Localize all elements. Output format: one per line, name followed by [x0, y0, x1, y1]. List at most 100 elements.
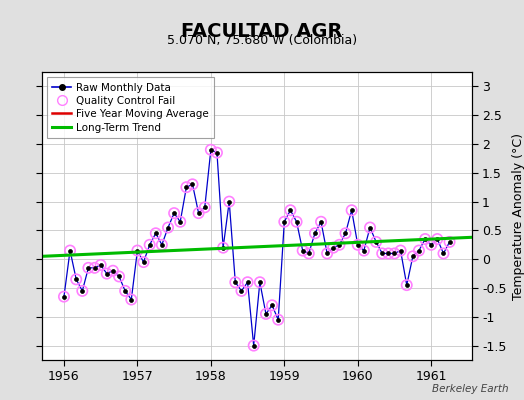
- Point: [335, 242, 344, 248]
- Point: [390, 250, 399, 257]
- Point: [341, 230, 350, 236]
- Point: [182, 184, 191, 190]
- Point: [115, 273, 123, 280]
- Point: [323, 250, 331, 257]
- Point: [213, 150, 221, 156]
- Point: [304, 250, 313, 257]
- Point: [396, 247, 405, 254]
- Point: [164, 224, 172, 231]
- Legend: Raw Monthly Data, Quality Control Fail, Five Year Moving Average, Long-Term Tren: Raw Monthly Data, Quality Control Fail, …: [47, 77, 214, 138]
- Point: [427, 242, 435, 248]
- Point: [304, 250, 313, 257]
- Point: [317, 218, 325, 225]
- Point: [311, 230, 319, 236]
- Point: [96, 262, 105, 268]
- Point: [201, 204, 209, 210]
- Text: Berkeley Earth: Berkeley Earth: [432, 384, 508, 394]
- Point: [329, 244, 337, 251]
- Point: [329, 244, 337, 251]
- Point: [292, 218, 301, 225]
- Point: [299, 247, 307, 254]
- Point: [139, 259, 148, 265]
- Point: [206, 146, 215, 153]
- Point: [109, 268, 117, 274]
- Point: [188, 181, 196, 188]
- Point: [243, 279, 252, 286]
- Point: [72, 276, 80, 282]
- Point: [237, 288, 246, 294]
- Point: [317, 218, 325, 225]
- Point: [347, 207, 356, 214]
- Point: [103, 270, 111, 277]
- Point: [280, 218, 289, 225]
- Point: [78, 288, 86, 294]
- Point: [60, 294, 68, 300]
- Point: [219, 244, 227, 251]
- Point: [414, 247, 423, 254]
- Point: [249, 342, 258, 349]
- Point: [268, 302, 276, 308]
- Point: [78, 288, 86, 294]
- Point: [414, 247, 423, 254]
- Point: [439, 250, 447, 257]
- Point: [378, 250, 386, 257]
- Point: [66, 247, 74, 254]
- Point: [133, 247, 141, 254]
- Point: [139, 259, 148, 265]
- Point: [433, 236, 442, 242]
- Point: [286, 207, 294, 214]
- Point: [378, 250, 386, 257]
- Point: [445, 239, 454, 245]
- Point: [274, 316, 282, 323]
- Point: [151, 230, 160, 236]
- Point: [170, 210, 178, 216]
- Text: 5.070 N, 75.680 W (Colombia): 5.070 N, 75.680 W (Colombia): [167, 34, 357, 47]
- Point: [354, 242, 362, 248]
- Point: [323, 250, 331, 257]
- Point: [299, 247, 307, 254]
- Point: [341, 230, 350, 236]
- Point: [201, 204, 209, 210]
- Point: [402, 282, 411, 288]
- Point: [225, 198, 233, 205]
- Point: [243, 279, 252, 286]
- Point: [445, 239, 454, 245]
- Point: [292, 218, 301, 225]
- Point: [158, 242, 166, 248]
- Point: [359, 247, 368, 254]
- Point: [427, 242, 435, 248]
- Point: [188, 181, 196, 188]
- Point: [237, 288, 246, 294]
- Point: [146, 242, 154, 248]
- Point: [127, 296, 136, 303]
- Point: [372, 239, 380, 245]
- Point: [121, 288, 129, 294]
- Point: [249, 342, 258, 349]
- Point: [96, 262, 105, 268]
- Point: [384, 250, 392, 257]
- Point: [286, 207, 294, 214]
- Point: [402, 282, 411, 288]
- Point: [256, 279, 264, 286]
- Point: [151, 230, 160, 236]
- Point: [91, 265, 99, 271]
- Point: [213, 150, 221, 156]
- Point: [91, 265, 99, 271]
- Point: [219, 244, 227, 251]
- Point: [170, 210, 178, 216]
- Text: FACULTAD AGR: FACULTAD AGR: [181, 22, 343, 41]
- Point: [158, 242, 166, 248]
- Point: [206, 146, 215, 153]
- Point: [176, 218, 184, 225]
- Point: [225, 198, 233, 205]
- Point: [311, 230, 319, 236]
- Point: [366, 224, 374, 231]
- Point: [262, 311, 270, 317]
- Point: [439, 250, 447, 257]
- Point: [66, 247, 74, 254]
- Point: [347, 207, 356, 214]
- Point: [390, 250, 399, 257]
- Point: [280, 218, 289, 225]
- Point: [182, 184, 191, 190]
- Point: [262, 311, 270, 317]
